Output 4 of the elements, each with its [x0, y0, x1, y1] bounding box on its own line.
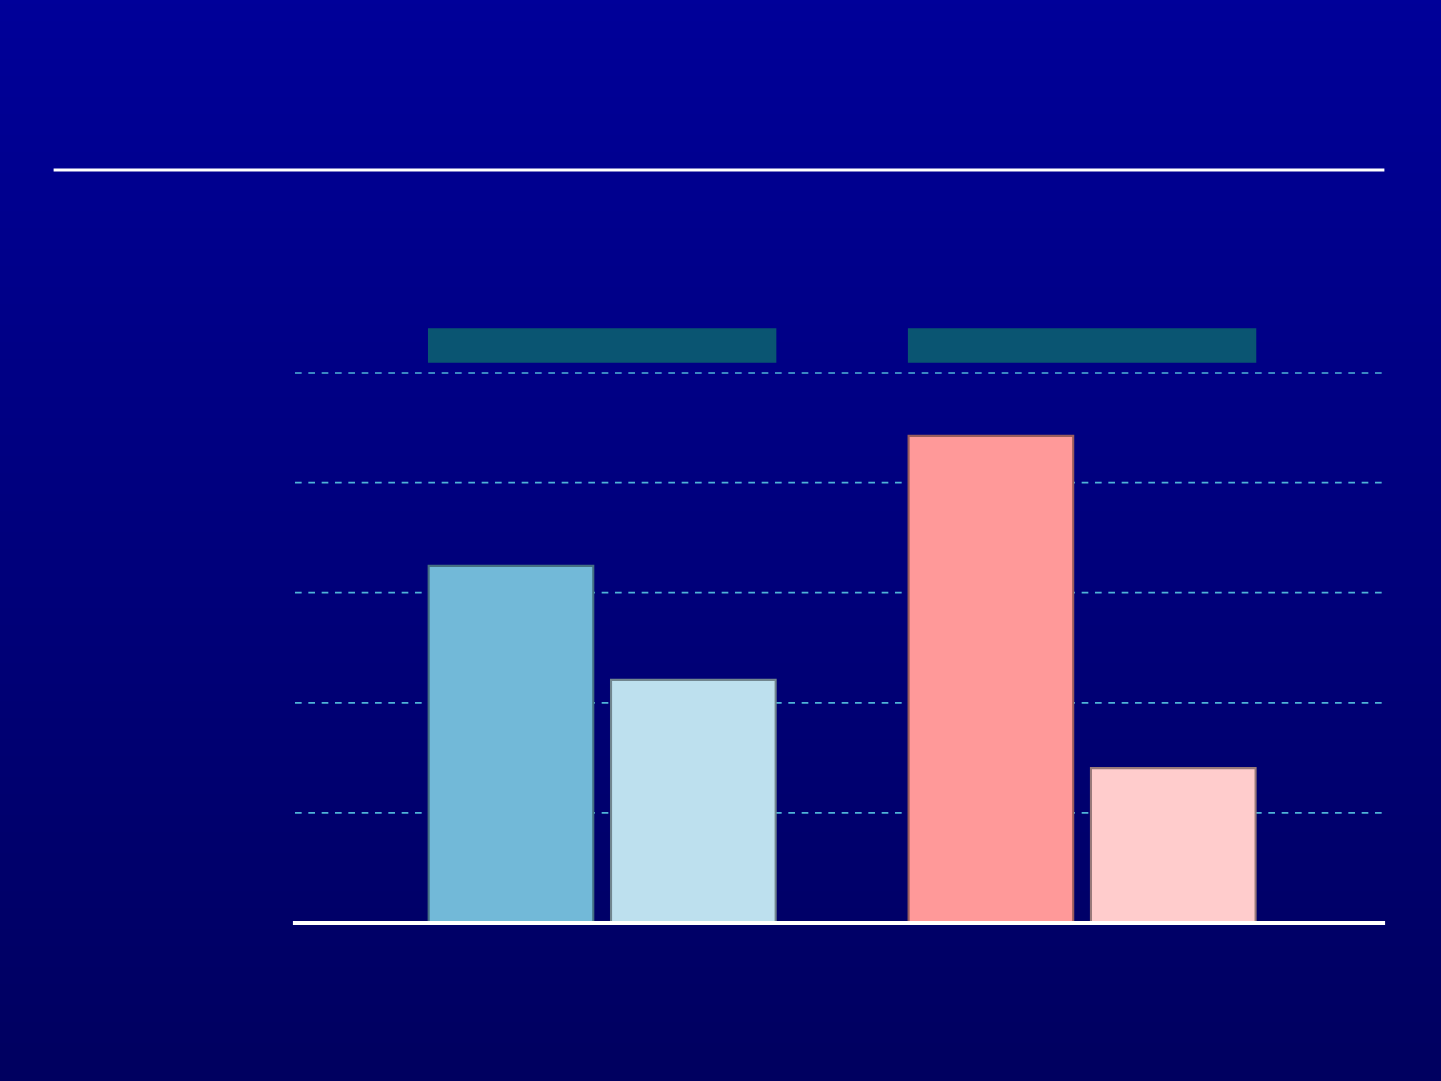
bar — [609, 678, 777, 923]
bar — [427, 564, 595, 923]
bar — [1089, 767, 1257, 923]
bar — [907, 434, 1075, 923]
